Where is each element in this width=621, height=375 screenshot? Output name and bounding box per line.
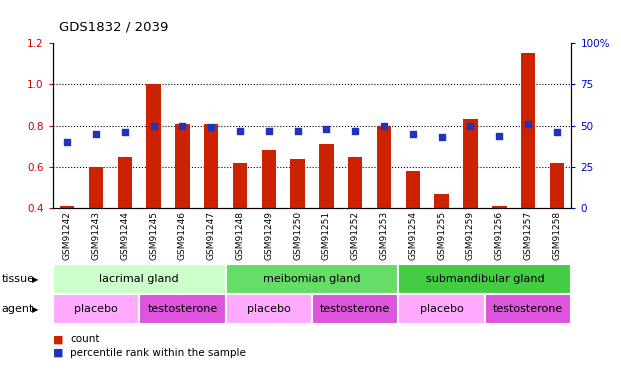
Bar bbox=[492, 206, 507, 208]
Text: submandibular gland: submandibular gland bbox=[425, 274, 544, 284]
Text: lacrimal gland: lacrimal gland bbox=[99, 274, 179, 284]
Text: ■: ■ bbox=[53, 348, 63, 357]
Point bbox=[62, 139, 72, 145]
Text: GSM91242: GSM91242 bbox=[63, 211, 71, 260]
Point bbox=[552, 129, 562, 135]
Bar bbox=[406, 171, 420, 208]
Bar bbox=[233, 163, 247, 208]
Text: tissue: tissue bbox=[2, 274, 35, 284]
Point bbox=[120, 129, 130, 135]
Bar bbox=[435, 194, 449, 208]
Text: GSM91257: GSM91257 bbox=[524, 211, 533, 260]
Text: GSM91248: GSM91248 bbox=[235, 211, 245, 260]
Bar bbox=[463, 119, 478, 208]
Text: meibomian gland: meibomian gland bbox=[263, 274, 361, 284]
Bar bbox=[225, 264, 399, 294]
Bar bbox=[225, 294, 312, 324]
Text: GSM91251: GSM91251 bbox=[322, 211, 331, 260]
Bar bbox=[60, 206, 75, 208]
Bar bbox=[485, 294, 571, 324]
Point bbox=[494, 132, 504, 138]
Point bbox=[379, 123, 389, 129]
Bar bbox=[319, 144, 333, 208]
Bar bbox=[204, 124, 219, 208]
Text: placebo: placebo bbox=[420, 304, 463, 314]
Point bbox=[235, 128, 245, 134]
Bar bbox=[261, 150, 276, 208]
Text: GDS1832 / 2039: GDS1832 / 2039 bbox=[59, 21, 168, 34]
Text: GSM91259: GSM91259 bbox=[466, 211, 475, 260]
Bar bbox=[399, 264, 571, 294]
Point bbox=[437, 134, 446, 140]
Text: percentile rank within the sample: percentile rank within the sample bbox=[70, 348, 246, 357]
Bar bbox=[53, 294, 139, 324]
Bar bbox=[139, 294, 225, 324]
Text: agent: agent bbox=[2, 304, 34, 314]
Point bbox=[178, 123, 188, 129]
Bar bbox=[521, 54, 535, 208]
Bar bbox=[89, 167, 103, 208]
Point bbox=[292, 128, 302, 134]
Point bbox=[91, 131, 101, 137]
Text: placebo: placebo bbox=[247, 304, 291, 314]
Point bbox=[350, 128, 360, 134]
Point bbox=[466, 123, 476, 129]
Text: GSM91244: GSM91244 bbox=[120, 211, 129, 260]
Text: placebo: placebo bbox=[74, 304, 118, 314]
Text: count: count bbox=[70, 334, 100, 344]
Point bbox=[408, 131, 418, 137]
Bar bbox=[348, 157, 363, 208]
Bar bbox=[312, 294, 399, 324]
Point bbox=[523, 121, 533, 127]
Bar bbox=[399, 294, 485, 324]
Text: testosterone: testosterone bbox=[147, 304, 217, 314]
Text: GSM91243: GSM91243 bbox=[91, 211, 101, 260]
Bar bbox=[377, 126, 391, 208]
Point bbox=[322, 126, 332, 132]
Text: testosterone: testosterone bbox=[493, 304, 563, 314]
Bar bbox=[175, 124, 189, 208]
Bar bbox=[291, 159, 305, 208]
Bar bbox=[550, 163, 564, 208]
Point bbox=[206, 124, 216, 130]
Text: testosterone: testosterone bbox=[320, 304, 391, 314]
Text: GSM91249: GSM91249 bbox=[265, 211, 273, 260]
Point bbox=[264, 128, 274, 134]
Text: GSM91252: GSM91252 bbox=[351, 211, 360, 260]
Bar bbox=[53, 264, 225, 294]
Text: GSM91253: GSM91253 bbox=[379, 211, 389, 260]
Text: GSM91250: GSM91250 bbox=[293, 211, 302, 260]
Text: ▶: ▶ bbox=[32, 275, 39, 284]
Text: GSM91256: GSM91256 bbox=[495, 211, 504, 260]
Text: GSM91258: GSM91258 bbox=[553, 211, 561, 260]
Bar bbox=[147, 84, 161, 208]
Point bbox=[148, 123, 158, 129]
Text: ■: ■ bbox=[53, 334, 63, 344]
Text: GSM91247: GSM91247 bbox=[207, 211, 215, 260]
Text: ▶: ▶ bbox=[32, 305, 39, 314]
Bar bbox=[117, 157, 132, 208]
Text: GSM91255: GSM91255 bbox=[437, 211, 446, 260]
Text: GSM91246: GSM91246 bbox=[178, 211, 187, 260]
Text: GSM91245: GSM91245 bbox=[149, 211, 158, 260]
Text: GSM91254: GSM91254 bbox=[409, 211, 417, 260]
